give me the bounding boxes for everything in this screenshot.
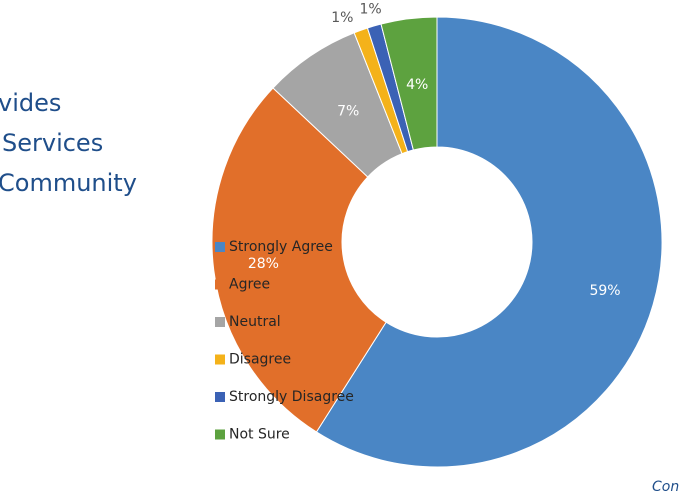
data-label: 28% bbox=[248, 256, 279, 272]
data-label: 7% bbox=[337, 103, 359, 119]
legend-label: Neutral bbox=[229, 314, 281, 330]
legend-swatch bbox=[215, 317, 225, 327]
legend-swatch bbox=[215, 354, 225, 365]
title-line: Services bbox=[2, 129, 103, 157]
slice bbox=[380, 16, 438, 151]
slice bbox=[211, 87, 387, 433]
legend-swatch bbox=[215, 429, 225, 440]
slice bbox=[315, 16, 663, 468]
legend-label: Strongly Disagree bbox=[229, 389, 354, 405]
legend-swatch bbox=[215, 279, 225, 290]
title-line: vides bbox=[0, 89, 61, 117]
legend-swatch bbox=[215, 392, 225, 402]
legend-label: Agree bbox=[229, 277, 270, 293]
legend-label: Disagree bbox=[229, 352, 291, 368]
footer: Con bbox=[652, 479, 679, 495]
data-label: 4% bbox=[406, 77, 428, 93]
data-label: 1% bbox=[331, 10, 353, 26]
legend-swatch bbox=[215, 242, 225, 252]
data-label: 1% bbox=[359, 1, 381, 17]
legend-label: Not Sure bbox=[229, 427, 290, 443]
legend-label: Strongly Agree bbox=[229, 239, 333, 255]
title-line: Community bbox=[0, 169, 137, 197]
data-label: 59% bbox=[589, 283, 620, 299]
